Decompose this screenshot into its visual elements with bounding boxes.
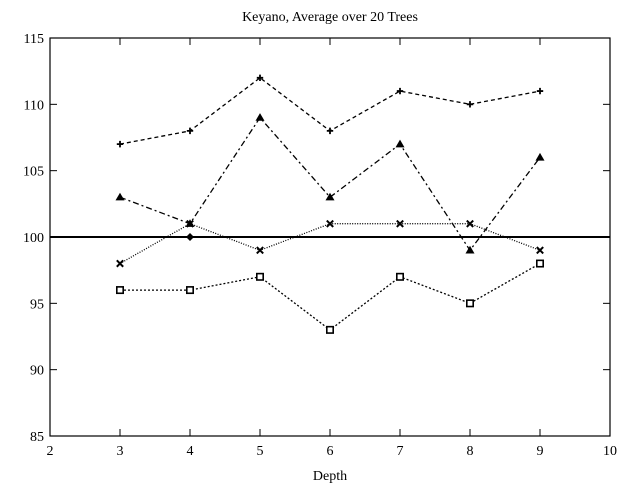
y-tick-label: 100 <box>23 231 44 246</box>
data-point-cross <box>536 246 544 255</box>
x-tick-label: 5 <box>257 444 264 459</box>
series-layer <box>115 74 545 334</box>
x-tick-label: 7 <box>397 444 404 459</box>
data-point-square <box>255 272 264 281</box>
data-point-square <box>465 299 474 308</box>
data-point-triangle <box>465 245 475 254</box>
data-point-cross <box>186 219 194 228</box>
data-point-cross <box>326 219 334 228</box>
series-4 <box>186 233 194 241</box>
data-point-cross <box>396 219 404 228</box>
data-point-square <box>325 325 334 334</box>
y-tick-label: 90 <box>30 364 44 379</box>
series-line-0 <box>119 76 541 145</box>
data-point-triangle <box>325 192 335 201</box>
x-tick-label: 2 <box>47 444 54 459</box>
y-tick-label: 105 <box>23 165 44 180</box>
axes-layer: 2 3 4 5 6 7 8 9 10 85 90 95 100 105 110 115 <box>23 32 617 459</box>
data-point-plus <box>256 74 264 81</box>
series-line-2 <box>119 222 541 265</box>
series-line-3 <box>120 262 541 331</box>
y-tick-label: 115 <box>24 32 44 47</box>
x-tick-label: 8 <box>467 444 474 459</box>
x-tick-label: 4 <box>187 444 194 459</box>
x-axis-title: Depth <box>313 469 347 484</box>
x-tick-label: 6 <box>327 444 334 459</box>
chart-title: Keyano, Average over 20 Trees <box>242 10 418 25</box>
y-tick-label: 110 <box>24 98 44 113</box>
series-0 <box>116 74 544 148</box>
data-point-square <box>116 286 125 295</box>
x-tick-label: 9 <box>537 444 544 459</box>
series-2 <box>116 219 544 268</box>
data-point-plus <box>116 140 124 148</box>
series-line-1 <box>119 116 541 252</box>
data-point-diamond <box>186 233 194 241</box>
data-point-triangle <box>395 139 405 148</box>
data-point-plus <box>326 127 334 135</box>
data-point-plus <box>186 127 194 135</box>
x-tick-label: 10 <box>603 444 617 459</box>
data-point-square <box>186 286 195 295</box>
data-point-cross <box>256 246 264 255</box>
series-3 <box>116 259 544 334</box>
data-point-triangle <box>255 113 265 121</box>
y-tick-label: 95 <box>30 297 44 312</box>
data-point-plus <box>466 101 474 108</box>
data-point-triangle <box>535 152 545 161</box>
data-point-plus <box>536 87 544 95</box>
x-tick-label: 3 <box>117 444 124 459</box>
data-point-cross <box>466 219 474 228</box>
y-tick-label: 85 <box>30 430 44 445</box>
data-point-square <box>395 272 404 281</box>
plot-frame <box>49 37 611 437</box>
data-point-triangle <box>115 192 125 201</box>
data-point-plus <box>396 87 404 95</box>
data-point-cross <box>116 259 124 268</box>
series-1 <box>115 113 545 254</box>
data-point-square <box>535 259 544 268</box>
